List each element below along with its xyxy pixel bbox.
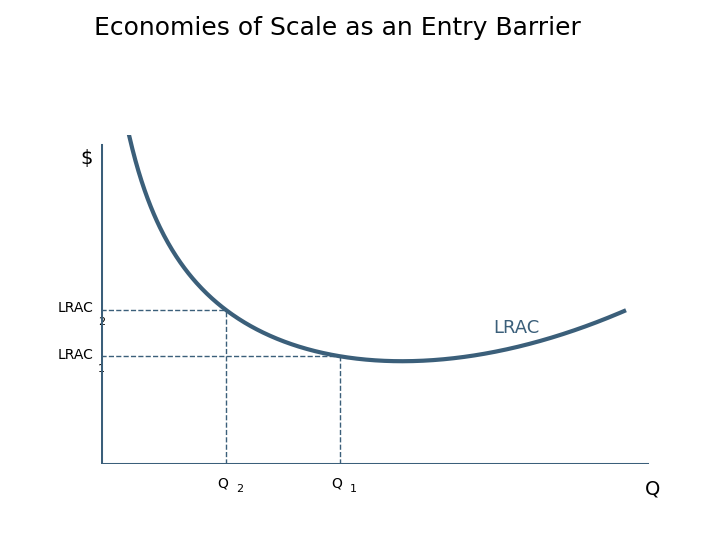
Text: 2: 2 (98, 318, 105, 327)
Text: LRAC: LRAC (58, 301, 94, 315)
Text: $: $ (81, 148, 93, 167)
Text: Q: Q (217, 477, 228, 491)
Text: 1: 1 (98, 364, 105, 374)
Text: LRAC: LRAC (58, 348, 94, 362)
Text: Q: Q (331, 477, 342, 491)
Text: LRAC: LRAC (493, 319, 539, 337)
Text: Q: Q (645, 479, 660, 498)
Text: 2: 2 (236, 484, 243, 494)
Text: 1: 1 (350, 484, 357, 494)
Text: Economies of Scale as an Entry Barrier: Economies of Scale as an Entry Barrier (94, 16, 580, 40)
